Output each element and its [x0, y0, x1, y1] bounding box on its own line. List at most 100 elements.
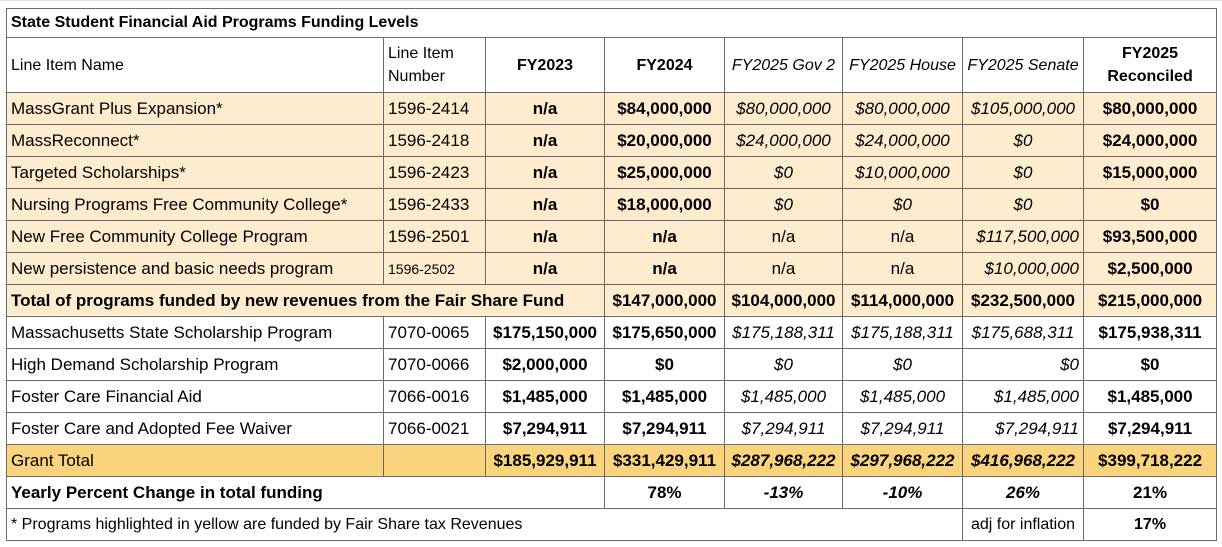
fair-share-total-reconciled: $215,000,000	[1082, 284, 1218, 317]
cell-house: $24,000,000	[842, 124, 963, 157]
yearly-change-reconciled: 21%	[1082, 476, 1218, 509]
cell-fy2024: n/a	[604, 252, 725, 285]
table-row: High Demand Scholarship Program 7070-006…	[6, 348, 1218, 381]
row-number: 1596-2418	[383, 124, 486, 157]
cell-reconciled: $24,000,000	[1082, 124, 1218, 157]
cell-fy2024: n/a	[604, 220, 725, 253]
table-row: New Free Community College Program 1596-…	[6, 220, 1218, 253]
cell-senate: $105,000,000	[962, 92, 1084, 125]
table-row: New persistence and basic needs program …	[6, 252, 1218, 285]
grand-total-reconciled: $399,718,222	[1082, 444, 1218, 477]
grand-total-row: Grant Total $185,929,911 $331,429,911 $2…	[6, 444, 1218, 477]
table-row: Foster Care and Adopted Fee Waiver 7066-…	[6, 412, 1218, 445]
cell-reconciled: $93,500,000	[1082, 220, 1218, 253]
adj-inflation-value: 17%	[1082, 508, 1218, 541]
row-number: 7066-0016	[383, 380, 486, 413]
cell-reconciled: $7,294,911	[1082, 412, 1218, 445]
cell-gov: $80,000,000	[724, 92, 843, 125]
row-name: High Demand Scholarship Program	[6, 348, 384, 381]
row-name: New Free Community College Program	[6, 220, 384, 253]
row-name: Foster Care Financial Aid	[6, 380, 384, 413]
grand-total-blank	[383, 444, 486, 477]
fair-share-total-senate: $232,500,000	[962, 284, 1084, 317]
header-line-item-name: Line Item Name	[6, 37, 384, 93]
header-row: Line Item Name Line Item Number FY2023 F…	[6, 37, 1218, 93]
table-row: Massachusetts State Scholarship Program …	[6, 316, 1218, 349]
header-fy2025-reconciled: FY2025 Reconciled	[1082, 37, 1218, 93]
cell-house: n/a	[842, 220, 963, 253]
cell-senate: $0	[962, 188, 1084, 221]
table-title: State Student Financial Aid Programs Fun…	[5, 8, 1218, 38]
yearly-change-gov: -13%	[724, 476, 843, 509]
header-fy2025-house: FY2025 House	[842, 37, 963, 93]
cell-fy2023: n/a	[485, 252, 605, 285]
row-name: MassReconnect*	[6, 124, 384, 157]
table-row: Nursing Programs Free Community College*…	[6, 188, 1218, 221]
header-line-item-number: Line Item Number	[383, 37, 486, 93]
cell-senate: $175,688,311	[962, 316, 1084, 349]
cell-gov: $1,485,000	[724, 380, 843, 413]
cell-house: $0	[842, 348, 963, 381]
row-number: 1596-2501	[383, 220, 486, 253]
grand-total-fy2024: $331,429,911	[604, 444, 725, 477]
cell-fy2023: $2,000,000	[485, 348, 605, 381]
row-name: Foster Care and Adopted Fee Waiver	[6, 412, 384, 445]
grand-total-gov: $287,968,222	[724, 444, 843, 477]
row-number: 7066-0021	[383, 412, 486, 445]
row-name: Massachusetts State Scholarship Program	[6, 316, 384, 349]
cell-gov: n/a	[724, 220, 843, 253]
cell-reconciled: $0	[1082, 348, 1218, 381]
cell-gov: $0	[724, 188, 843, 221]
cell-gov: n/a	[724, 252, 843, 285]
cell-fy2023: $1,485,000	[485, 380, 605, 413]
cell-senate: $0	[962, 348, 1084, 381]
cell-senate: $1,485,000	[962, 380, 1084, 413]
cell-house: $10,000,000	[842, 156, 963, 189]
row-number: 1596-2414	[383, 92, 486, 125]
row-name: Nursing Programs Free Community College*	[6, 188, 384, 221]
cell-gov: $0	[724, 348, 843, 381]
header-fy2024: FY2024	[604, 37, 725, 93]
cell-fy2023: n/a	[485, 92, 605, 125]
table-row: MassReconnect* 1596-2418 n/a $20,000,000…	[6, 124, 1218, 157]
row-name: MassGrant Plus Expansion*	[6, 92, 384, 125]
row-number: 1596-2502	[383, 252, 486, 285]
cell-fy2023: n/a	[485, 124, 605, 157]
fair-share-total-fy2024: $147,000,000	[604, 284, 725, 317]
funding-table: State Student Financial Aid Programs Fun…	[5, 8, 1218, 541]
yearly-change-house: -10%	[842, 476, 963, 509]
cell-gov: $0	[724, 156, 843, 189]
table-row: MassGrant Plus Expansion* 1596-2414 n/a …	[6, 92, 1218, 125]
adj-inflation-label: adj for inflation	[962, 508, 1084, 541]
yearly-change-senate: 26%	[962, 476, 1084, 509]
fair-share-total-row: Total of programs funded by new revenues…	[6, 284, 1218, 317]
cell-gov: $24,000,000	[724, 124, 843, 157]
fair-share-total-house: $114,000,000	[842, 284, 963, 317]
row-number: 7070-0066	[383, 348, 486, 381]
table-row: Targeted Scholarships* 1596-2423 n/a $25…	[6, 156, 1218, 189]
fair-share-total-gov: $104,000,000	[724, 284, 843, 317]
title-row: State Student Financial Aid Programs Fun…	[5, 8, 1218, 38]
cell-fy2024: $18,000,000	[604, 188, 725, 221]
cell-fy2024: $20,000,000	[604, 124, 725, 157]
header-fy2023: FY2023	[485, 37, 605, 93]
table-row: Foster Care Financial Aid 7066-0016 $1,4…	[6, 380, 1218, 413]
cell-reconciled: $0	[1082, 188, 1218, 221]
row-name: New persistence and basic needs program	[6, 252, 384, 285]
cell-senate: $10,000,000	[962, 252, 1084, 285]
cell-house: $7,294,911	[842, 412, 963, 445]
cell-gov: $7,294,911	[724, 412, 843, 445]
cell-senate: $7,294,911	[962, 412, 1084, 445]
cell-fy2023: $7,294,911	[485, 412, 605, 445]
header-fy2025-gov: FY2025 Gov 2	[724, 37, 843, 93]
cell-gov: $175,188,311	[724, 316, 843, 349]
cell-fy2024: $1,485,000	[604, 380, 725, 413]
cell-fy2024: $25,000,000	[604, 156, 725, 189]
cell-house: $175,188,311	[842, 316, 963, 349]
row-name: Targeted Scholarships*	[6, 156, 384, 189]
grand-total-senate: $416,968,222	[962, 444, 1084, 477]
cell-fy2023: n/a	[485, 156, 605, 189]
header-fy2025-senate: FY2025 Senate	[962, 37, 1084, 93]
footnote: * Programs highlighted in yellow are fun…	[6, 508, 963, 541]
